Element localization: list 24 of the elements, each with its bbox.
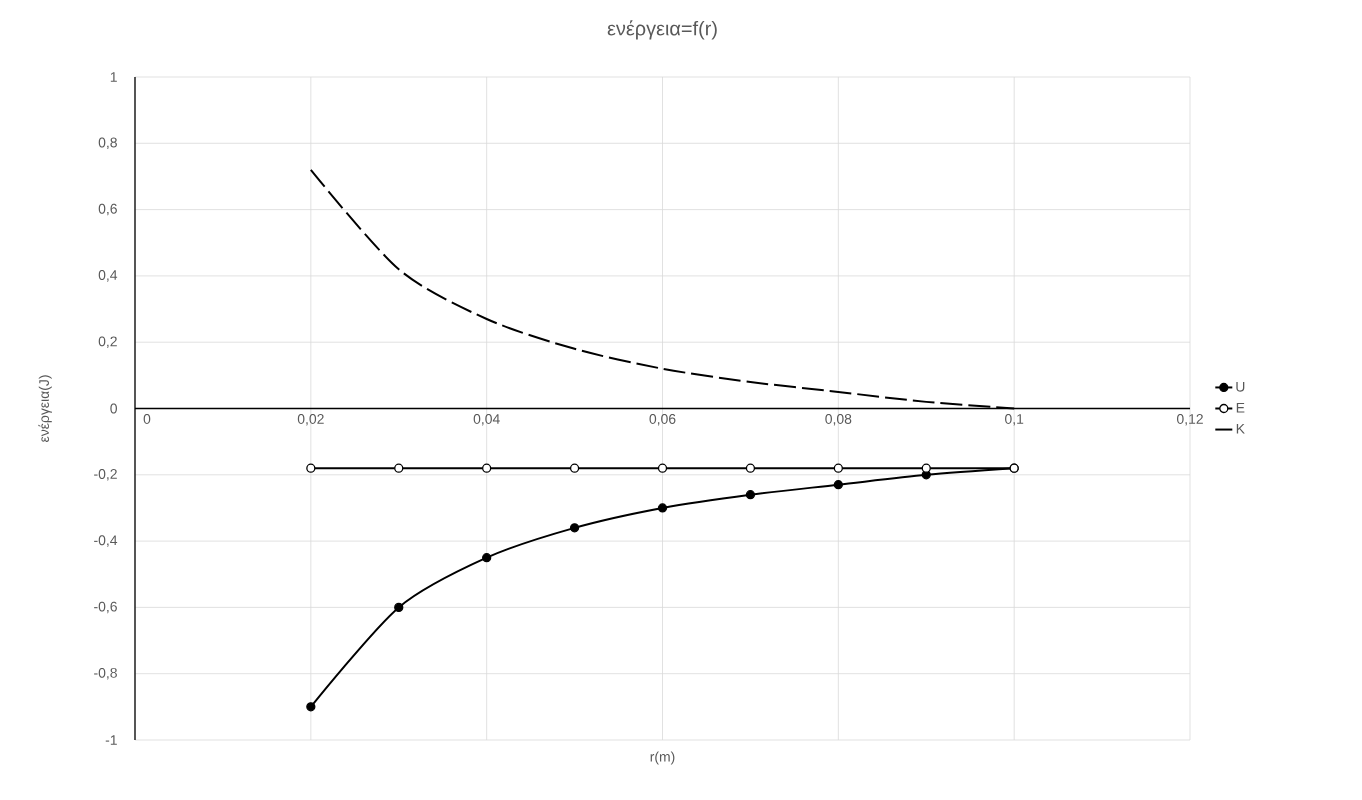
legend-label: E <box>1236 402 1245 413</box>
x-axis-title: r(m) <box>650 751 675 765</box>
y-tick-label: 1 <box>110 72 117 82</box>
y-tick-label: 0,8 <box>98 137 117 150</box>
x-tick-label: 0,06 <box>649 414 676 426</box>
x-tick-label: 0,08 <box>825 414 852 426</box>
chart-title: ενέργεια=f(r) <box>607 20 717 40</box>
y-tick-label: -0,8 <box>94 667 117 680</box>
y-tick-label: -0,4 <box>94 535 118 547</box>
x-tick-label: 0,12 <box>1176 414 1203 426</box>
y-tick-label: 0 <box>110 403 117 414</box>
x-tick-label: 0,04 <box>473 414 500 426</box>
legend-label: K <box>1236 424 1245 434</box>
x-tick-label: 0,02 <box>297 414 324 426</box>
y-tick-label: 0,2 <box>98 336 117 348</box>
x-tick-label: 0 <box>143 414 151 424</box>
legend-label: U <box>1236 381 1245 392</box>
y-tick-label: -0,2 <box>94 469 117 481</box>
y-tick-label: -1 <box>105 735 117 745</box>
y-tick-label: 0,4 <box>98 270 118 282</box>
x-tick-label: 0,1 <box>1005 414 1024 426</box>
y-tick-label: 0,6 <box>98 203 117 216</box>
y-tick-label: -0,6 <box>94 601 117 614</box>
y-axis-title: ενέργεια(J) <box>38 375 52 442</box>
